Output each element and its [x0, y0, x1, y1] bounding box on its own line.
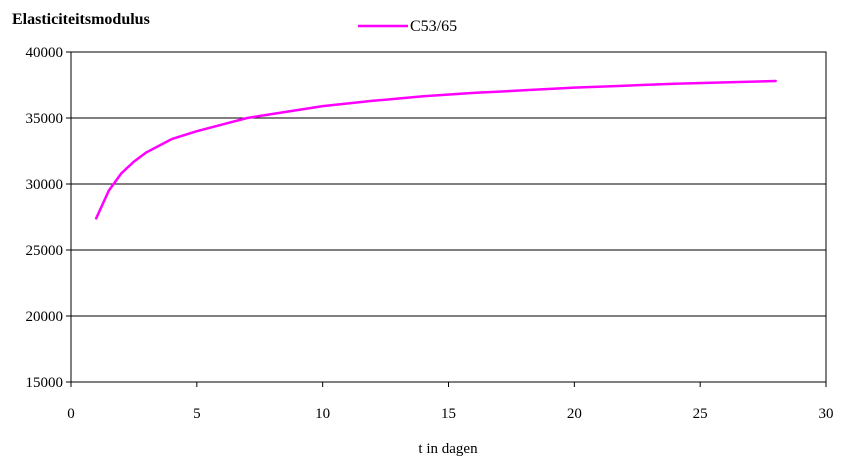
legend: C53/65	[358, 18, 457, 35]
gridlines	[71, 117, 826, 317]
plot-area-border	[70, 51, 827, 383]
x-tick-label: 0	[67, 406, 75, 422]
y-tick-label: 20000	[26, 309, 64, 325]
y-tick-label: 35000	[26, 111, 64, 127]
x-axis-ticks: 0 5 10 15 20 25 30	[67, 382, 834, 422]
chart-title: Elasticiteitsmodulus	[12, 11, 150, 28]
series-group	[94, 79, 777, 220]
legend-label: C53/65	[410, 18, 457, 35]
series-line-0	[94, 79, 777, 220]
y-axis-ticks: 15000 20000 25000 30000 35000 40000	[26, 45, 71, 391]
y-tick-label: 40000	[26, 45, 64, 61]
x-tick-label: 15	[441, 406, 456, 422]
y-tick-label: 30000	[26, 177, 64, 193]
y-tick-label: 25000	[26, 243, 64, 259]
x-tick-label: 10	[315, 406, 330, 422]
x-axis-label: t in dagen	[418, 441, 478, 457]
x-tick-label: 20	[567, 406, 582, 422]
x-tick-label: 30	[819, 406, 834, 422]
x-tick-label: 25	[693, 406, 708, 422]
x-tick-label: 5	[193, 406, 201, 422]
y-tick-label: 15000	[26, 375, 64, 391]
